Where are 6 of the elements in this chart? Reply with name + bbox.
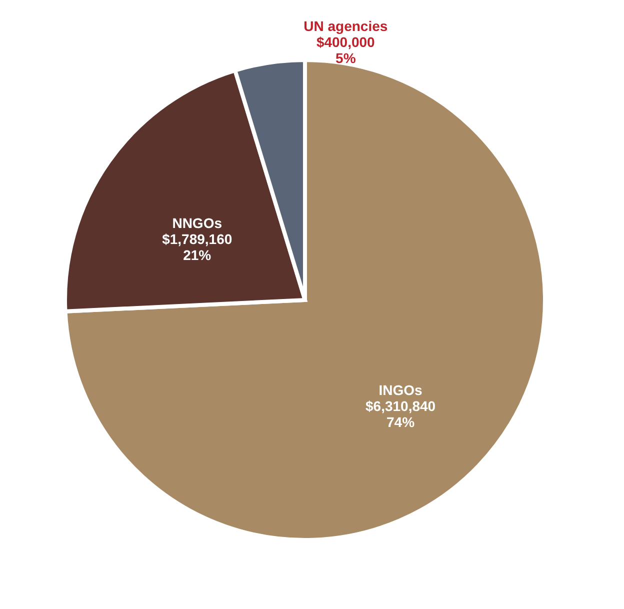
data-label: $400,000 5% bbox=[316, 34, 376, 66]
slice-label: UN agencies bbox=[304, 18, 388, 34]
data-label: $1,789,160 21% bbox=[162, 230, 232, 263]
slice-label: INGOs bbox=[378, 382, 423, 398]
slice-label: NNGOs bbox=[172, 214, 222, 231]
data-label: $6,310,840 74% bbox=[365, 398, 436, 430]
